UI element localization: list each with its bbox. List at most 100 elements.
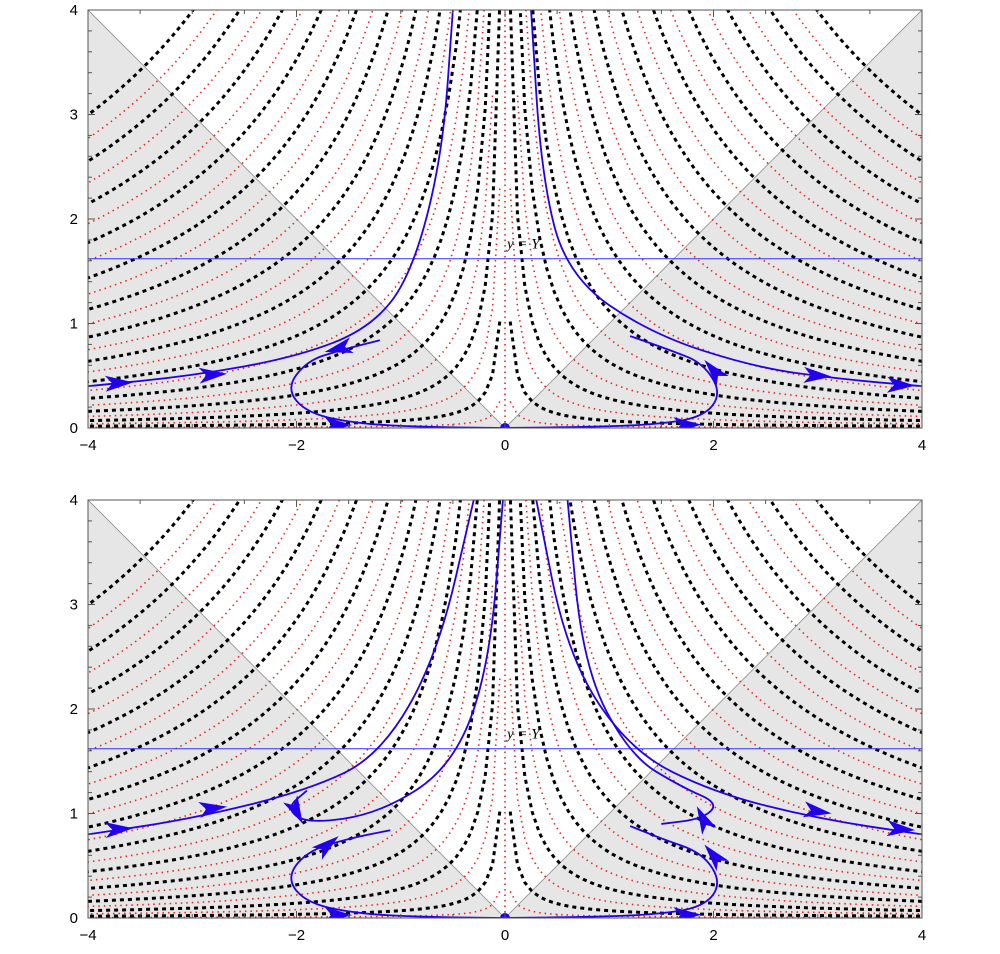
flow-arrow-icon (673, 417, 702, 428)
x-tick-label: −2 (288, 927, 305, 944)
level-curve (525, 500, 922, 897)
level-curve (88, 500, 502, 913)
level-curve (88, 10, 485, 407)
flow-arrow-icon (696, 806, 717, 835)
level-curve (88, 500, 359, 770)
flow-arrow-icon (704, 359, 729, 387)
level-curve (531, 500, 922, 890)
level-curve (687, 500, 922, 735)
level-curve (606, 500, 922, 815)
level-curve (88, 10, 218, 140)
level-curve (651, 10, 922, 280)
flow-curve (504, 335, 719, 428)
flow-arrow-icon (283, 795, 303, 824)
level-curve (509, 188, 922, 425)
top-panel: −4 −2 0 2 4 0 1 2 3 4 y = Y (70, 2, 927, 454)
y-tick-label: 2 (70, 701, 78, 718)
level-curve (508, 500, 922, 913)
level-curve (651, 500, 922, 770)
level-curve (88, 10, 242, 163)
level-curve (88, 500, 263, 674)
level-curve (539, 10, 922, 392)
level-curve (518, 500, 922, 903)
level-curve (88, 10, 452, 373)
level-curve (592, 500, 922, 829)
shaded-region-left (88, 500, 506, 918)
flow-arrow-icon (324, 906, 353, 918)
level-curve (88, 10, 196, 117)
level-curve (88, 10, 418, 339)
x-tick-label: 0 (501, 927, 509, 944)
flow-arrow-icon (673, 907, 702, 918)
flow-arrow-icon (198, 367, 228, 384)
level-curve (88, 10, 285, 206)
plot-body (88, 500, 922, 918)
line-label: y = Y (505, 237, 541, 253)
flow-arrow-icon (104, 375, 134, 392)
level-curve (88, 500, 390, 801)
x-tick-label: 2 (709, 927, 717, 944)
level-curve (88, 500, 404, 815)
level-curve (88, 500, 323, 735)
flow-arrow-icon (802, 801, 832, 818)
flow-curve (566, 500, 715, 825)
level-curve (725, 10, 922, 206)
level-curve (531, 10, 922, 400)
flow-curve (530, 10, 922, 388)
flow-arrow-icon (803, 366, 832, 383)
level-curve (88, 10, 341, 262)
y-tick-label: 0 (70, 420, 78, 437)
y-tick-label: 4 (70, 2, 78, 19)
level-curve (508, 321, 922, 428)
shaded-region-right (504, 10, 922, 428)
level-curve (525, 10, 922, 407)
flow-curve (88, 500, 475, 836)
level-curve (558, 500, 922, 863)
level-curve (725, 500, 922, 696)
level-curve (747, 500, 922, 674)
level-curve (792, 10, 922, 140)
flow-arrow-icon (104, 822, 134, 839)
level-curve (508, 811, 922, 918)
level-curve (88, 500, 492, 903)
level-curve (88, 10, 359, 280)
flow-curve (535, 500, 922, 836)
x-tick-label: 2 (709, 437, 717, 454)
level-curve (88, 500, 479, 890)
level-curve (88, 500, 418, 829)
y-tick-label: 0 (70, 910, 78, 927)
level-curve (88, 811, 502, 918)
x-tick-label: −4 (79, 927, 96, 944)
level-curve (620, 10, 922, 311)
level-curve (88, 10, 404, 325)
level-curve (88, 500, 471, 882)
y-tick-label: 3 (70, 597, 78, 614)
flow-curve (504, 825, 719, 918)
level-curve (88, 10, 492, 413)
shaded-region-left (88, 10, 506, 428)
bottom-panel: −4 −2 0 2 4 0 1 2 3 4 y = Y (70, 492, 927, 944)
level-curve (509, 678, 922, 915)
level-curve (606, 10, 922, 325)
level-curve (747, 10, 922, 184)
level-curve (88, 500, 452, 863)
level-curve (792, 500, 922, 630)
level-curve (88, 500, 242, 653)
level-curve (88, 500, 341, 752)
level-curve (88, 10, 390, 311)
flow-arrow-icon (704, 844, 729, 872)
flow-arrow-icon (886, 376, 916, 393)
level-curve (88, 10, 502, 423)
level-curve (768, 500, 922, 653)
level-curve (88, 678, 501, 915)
level-curve (814, 10, 922, 117)
y-tick-label: 1 (70, 806, 78, 823)
x-tick-label: 4 (918, 437, 926, 454)
level-curve (814, 500, 922, 607)
flow-curve (88, 10, 454, 388)
flow-arrow-icon (198, 802, 228, 818)
x-tick-label: −4 (79, 437, 96, 454)
x-tick-label: −2 (288, 437, 305, 454)
level-curve (88, 321, 502, 428)
